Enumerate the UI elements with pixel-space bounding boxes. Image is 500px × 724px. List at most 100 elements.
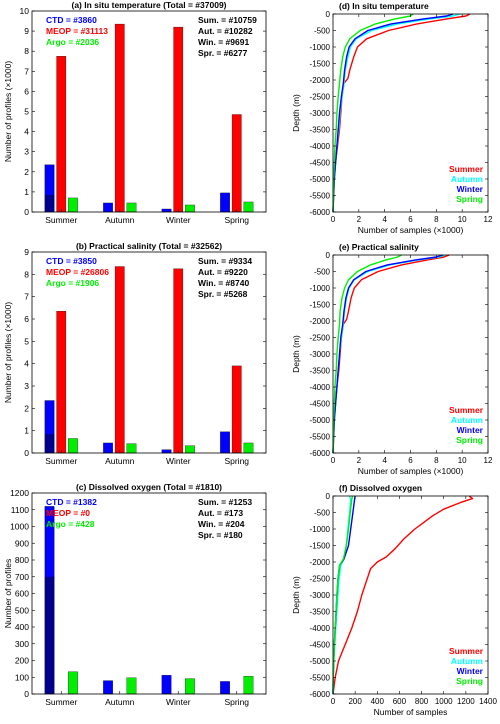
y-tick-label: 4 (24, 127, 29, 137)
bar-argo-autumn (126, 202, 137, 213)
panel-title: (f) Dissolved oxygen (339, 483, 422, 493)
series-line-spring (332, 254, 402, 454)
bar-ctd-winter (161, 449, 172, 454)
bar-argo-summer (68, 438, 78, 454)
x-tick-label: Winter (166, 456, 191, 466)
legend-entry-autumn: Autumn (451, 415, 483, 425)
x-tick-label: 4 (382, 215, 387, 224)
bar-ctd-spring (220, 192, 230, 213)
y-tick-label: -3000 (310, 109, 331, 118)
season-total: Aut. = #9220 (198, 267, 248, 277)
series-label-ctd: CTD = #3850 (46, 256, 97, 266)
x-tick-label: Spring (224, 215, 249, 225)
season-total: Spr. = #6277 (198, 48, 248, 58)
series-label-argo: Argo = #1906 (46, 278, 99, 288)
y-tick-label: 9 (24, 26, 29, 36)
x-tick-label: 2 (357, 215, 362, 224)
y-tick-label: 1200 (10, 488, 29, 498)
y-tick-label: -4500 (310, 400, 331, 409)
panel-title: (c) Dissolved oxygen (Total = #1810) (76, 482, 222, 492)
x-tick-label: Spring (224, 697, 249, 707)
x-axis-label: Number of samples (374, 707, 448, 717)
series-label-meop: MEOP = #31113 (46, 26, 108, 36)
season-total: Spr. = #180 (198, 530, 243, 540)
y-tick-label: -2000 (310, 76, 331, 85)
x-tick-label: Autumn (105, 456, 135, 466)
x-tick-label: 800 (415, 697, 429, 706)
series-line-summer (332, 495, 474, 695)
bar-meop-summer (56, 311, 67, 454)
series-label-argo: Argo = #2036 (46, 37, 99, 47)
y-tick-label: -4000 (310, 383, 331, 392)
x-tick-label: 10 (458, 456, 467, 465)
y-tick-label: 1100 (11, 505, 30, 515)
y-tick-label: -500 (314, 268, 331, 277)
y-tick-label: 900 (15, 538, 29, 548)
y-axis-label: Depth (m) (291, 576, 301, 614)
x-tick-label: Autumn (105, 697, 135, 707)
bar-ctd-autumn (103, 202, 113, 213)
legend-entry-winter: Winter (457, 425, 484, 435)
series-line-spring (332, 495, 354, 695)
x-tick-label: 200 (348, 697, 362, 706)
y-tick-label: 8 (24, 269, 29, 279)
y-tick-label: 0 (24, 448, 29, 458)
y-tick-label: -2500 (310, 334, 331, 343)
x-tick-label: 600 (393, 697, 407, 706)
legend-entry-autumn: Autumn (451, 656, 483, 666)
y-tick-label: 5 (24, 107, 29, 117)
y-tick-label: -5500 (310, 433, 331, 442)
plot-area (333, 496, 488, 694)
x-tick-label: Spring (224, 456, 249, 466)
y-tick-label: 0 (24, 207, 29, 217)
y-tick-label: 7 (24, 292, 29, 302)
y-tick-label: -4500 (310, 159, 331, 168)
bar-ctd-autumn (103, 442, 113, 454)
x-tick-label: 1400 (479, 697, 497, 706)
y-tick-label: -6000 (310, 449, 331, 458)
x-tick-label: 1200 (457, 697, 475, 706)
bar-ctd-winter (161, 208, 172, 213)
series-label-meop: MEOP = #26806 (46, 267, 109, 277)
y-tick-label: -1000 (310, 525, 331, 534)
y-tick-label: 100 (15, 672, 29, 682)
season-total: Sum. = #1253 (198, 497, 252, 507)
x-tick-label: 12 (484, 215, 493, 224)
bar-argo-autumn (126, 677, 137, 695)
y-tick-label: 700 (15, 572, 29, 582)
x-tick-label: 0 (331, 697, 336, 706)
y-tick-label: 0 (326, 492, 331, 501)
x-tick-label: Summer (45, 456, 77, 466)
y-tick-label: -5500 (310, 192, 331, 201)
y-tick-label: 1 (24, 426, 29, 436)
y-tick-label: -4000 (310, 624, 331, 633)
series-line-spring (332, 13, 414, 213)
plot-area (333, 14, 488, 212)
y-tick-label: 400 (15, 622, 29, 632)
y-tick-label: 6 (24, 86, 29, 96)
bar-meop-winter (173, 26, 184, 213)
y-tick-label: 200 (15, 656, 29, 666)
y-tick-label: 800 (15, 555, 29, 565)
y-tick-label: -500 (314, 27, 331, 36)
panel-title: (e) Practical salinity (339, 242, 419, 252)
series-line-winter (332, 13, 454, 213)
x-tick-label: Summer (45, 215, 77, 225)
legend-entry-spring: Spring (456, 676, 483, 686)
season-total: Win. = #204 (198, 519, 245, 529)
x-tick-label: 8 (434, 215, 439, 224)
legend-entry-spring: Spring (456, 194, 483, 204)
y-axis-label: Number of profiles (×1000) (3, 61, 13, 163)
y-tick-label: 9 (24, 247, 29, 257)
x-tick-label: 400 (371, 697, 385, 706)
y-tick-label: -2500 (310, 93, 331, 102)
y-tick-label: -5000 (310, 175, 331, 184)
legend-entry-autumn: Autumn (451, 174, 483, 184)
y-tick-label: 5 (24, 336, 29, 346)
y-tick-label: -1500 (310, 542, 331, 551)
y-tick-label: -3500 (310, 608, 331, 617)
bar-argo-winter (185, 204, 195, 213)
x-axis-label: Number of samples (×1000) (358, 225, 464, 235)
y-axis-label: Number of profiles (×1000) (3, 302, 13, 404)
